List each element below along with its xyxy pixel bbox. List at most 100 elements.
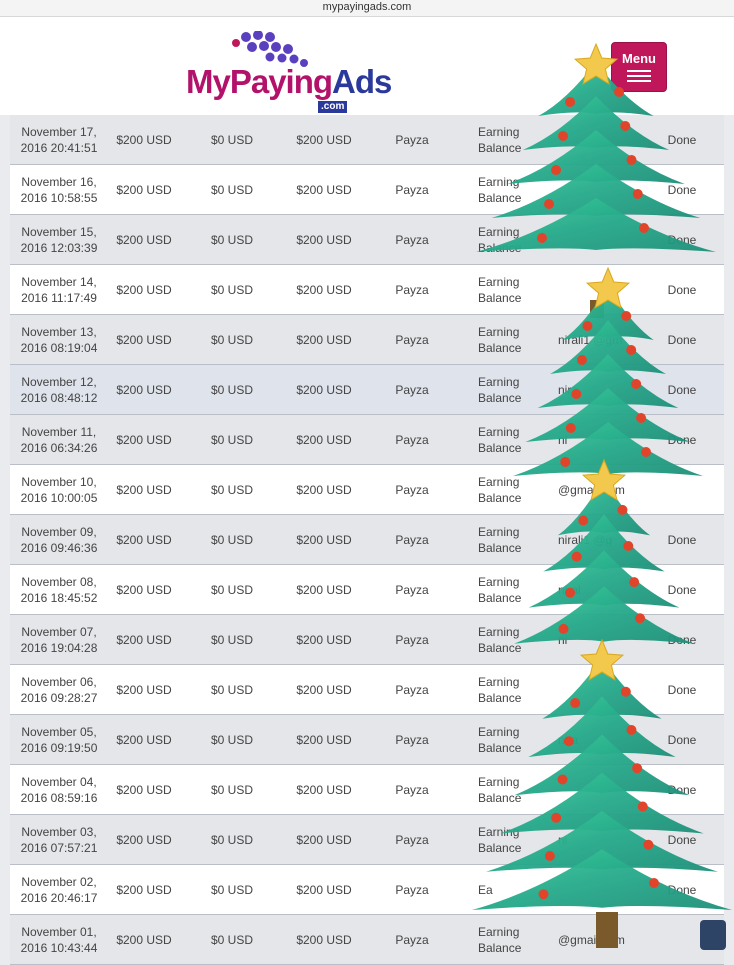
logo-part-ads: Ads	[332, 63, 392, 100]
amount-cell: $200 USD	[116, 232, 172, 247]
net-amount-cell: $200 USD	[296, 932, 352, 947]
gateway-cell: Payza	[395, 582, 429, 597]
amount-cell: $200 USD	[116, 932, 172, 947]
account-cell	[558, 165, 638, 214]
logo-wordmark: MyPayingAds	[186, 63, 392, 101]
date-cell: November 10, 2016 10:00:05	[20, 474, 98, 505]
net-amount-cell: $200 USD	[296, 432, 352, 447]
status-cell: Done	[667, 832, 697, 847]
date-cell: November 12, 2016 08:48:12	[20, 374, 98, 405]
date-cell: November 15, 2016 12:03:39	[20, 224, 98, 255]
account-cell	[558, 115, 638, 164]
status-cell: Done	[667, 382, 697, 397]
amount-cell: $200 USD	[116, 832, 172, 847]
browser-url-bar[interactable]: mypayingads.com	[0, 0, 734, 17]
gateway-cell: Payza	[395, 332, 429, 347]
gateway-cell: Payza	[395, 232, 429, 247]
table-row: November 14, 2016 11:17:49 $200 USD $0 USD…	[10, 265, 724, 315]
gateway-cell: Payza	[395, 382, 429, 397]
date-cell: November 14, 2016 11:17:49	[21, 274, 97, 305]
withdrawal-history-table: November 17, 2016 20:41:51 $200 USD $0 USD…	[10, 115, 724, 965]
table-row: November 07, 2016 19:04:28 $200 USD $0 USD…	[10, 615, 724, 665]
source-cell: Earning Balance	[478, 474, 522, 505]
amount-cell: $200 USD	[116, 432, 172, 447]
source-cell: Earning Balance	[478, 374, 522, 405]
gateway-cell: Payza	[395, 682, 429, 697]
source-cell: Earning Balance	[478, 174, 522, 205]
source-cell: Earning Balance	[478, 824, 522, 855]
amount-cell: $200 USD	[116, 682, 172, 697]
site-logo[interactable]: MyPayingAds .com	[186, 31, 392, 113]
table-row: November 04, 2016 08:59:16 $200 USD $0 USD…	[10, 765, 724, 815]
logo-dots-icon	[232, 31, 308, 67]
table-row: November 12, 2016 08:48:12 $200 USD $0 USD…	[10, 365, 724, 415]
status-cell: Done	[667, 582, 697, 597]
gateway-cell: Payza	[395, 632, 429, 647]
date-cell: November 01, 2016 10:43:44	[20, 924, 98, 955]
logo-part-my: My	[186, 63, 231, 100]
status-cell: Done	[667, 332, 697, 347]
fee-cell: $0 USD	[210, 682, 254, 697]
account-cell	[558, 265, 638, 314]
status-cell	[666, 465, 698, 514]
amount-cell: $200 USD	[116, 382, 172, 397]
amount-cell: $200 USD	[116, 632, 172, 647]
gateway-cell: Payza	[395, 282, 429, 297]
source-cell: Earning Balance	[478, 324, 522, 355]
table-row: November 10, 2016 10:00:05 $200 USD $0 USD…	[10, 465, 724, 515]
fee-cell: $0 USD	[210, 332, 254, 347]
account-cell: ni	[558, 832, 568, 847]
gateway-cell: Payza	[395, 932, 429, 947]
source-cell: Earning Balance	[478, 924, 522, 955]
amount-cell: $200 USD	[116, 282, 172, 297]
net-amount-cell: $200 USD	[296, 232, 352, 247]
table-row: November 09, 2016 09:46:36 $200 USD $0 USD…	[10, 515, 724, 565]
menu-button[interactable]: Menu	[611, 42, 667, 92]
amount-cell: $200 USD	[116, 732, 172, 747]
net-amount-cell: $200 USD	[296, 332, 352, 347]
menu-label: Menu	[622, 51, 656, 66]
gateway-cell: Payza	[395, 132, 429, 147]
amount-cell: $200 USD	[116, 782, 172, 797]
date-cell: November 04, 2016 08:59:16	[20, 774, 98, 805]
table-row: November 13, 2016 08:19:04 $200 USD $0 USD…	[10, 315, 724, 365]
table-row: November 03, 2016 07:57:21 $200 USD $0 USD…	[10, 815, 724, 865]
source-cell: Earning Balance	[478, 224, 522, 255]
table-row: November 01, 2016 10:43:44 $200 USD $0 USD…	[10, 915, 724, 965]
source-cell: Earning Balance	[478, 624, 522, 655]
scroll-to-top-button[interactable]	[700, 920, 726, 950]
status-cell: Done	[667, 532, 697, 547]
fee-cell: $0 USD	[210, 782, 254, 797]
gateway-cell: Payza	[395, 832, 429, 847]
source-cell: Earning Balance	[478, 274, 522, 305]
date-cell: November 07, 2016 19:04:28	[20, 624, 98, 655]
fee-cell: $0 USD	[210, 632, 254, 647]
date-cell: November 09, 2016 09:46:36	[20, 524, 98, 555]
status-cell: Done	[667, 882, 697, 897]
fee-cell: $0 USD	[210, 182, 254, 197]
gateway-cell: Payza	[395, 732, 429, 747]
logo-suffix: .com	[318, 101, 348, 113]
net-amount-cell: $200 USD	[296, 782, 352, 797]
source-cell: Earning Balance	[478, 124, 522, 155]
status-cell: Done	[667, 432, 697, 447]
net-amount-cell: $200 USD	[296, 482, 352, 497]
fee-cell: $0 USD	[210, 282, 254, 297]
account-cell: @gmail.com	[558, 932, 625, 947]
account-cell: nira	[558, 732, 579, 747]
account-cell	[558, 665, 638, 714]
date-cell: November 06, 2016 09:28:27	[20, 674, 98, 705]
source-cell: Earning Balance	[478, 524, 522, 555]
table-row: November 08, 2016 18:45:52 $200 USD $0 USD…	[10, 565, 724, 615]
gateway-cell: Payza	[395, 532, 429, 547]
status-cell	[666, 915, 698, 964]
amount-cell: $200 USD	[116, 482, 172, 497]
status-cell: Done	[667, 232, 697, 247]
account-cell: nirali1 @g	[558, 532, 613, 547]
fee-cell: $0 USD	[210, 832, 254, 847]
account-cell: ni	[558, 632, 568, 647]
amount-cell: $200 USD	[116, 132, 172, 147]
gateway-cell: Payza	[395, 482, 429, 497]
status-cell: Done	[667, 132, 697, 147]
source-cell: Earning Balance	[478, 774, 522, 805]
